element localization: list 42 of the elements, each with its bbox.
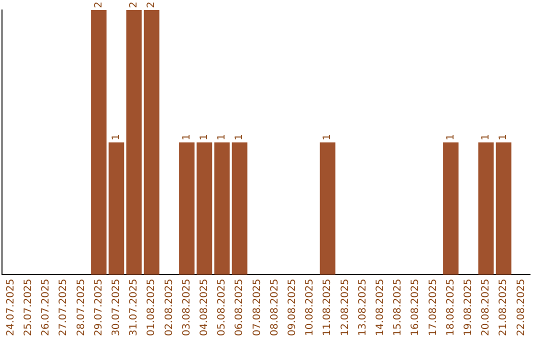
x-tick-label: 20.08.2025	[480, 278, 492, 336]
x-tick-label: 02.08.2025	[164, 278, 175, 336]
x-tick-label: 28.07.2025	[76, 278, 87, 336]
x-tick-label: 06.08.2025	[234, 278, 246, 336]
x-tick-label: 29.07.2025	[93, 278, 104, 336]
data-label: 2	[128, 2, 140, 8]
x-tick-label: 08.08.2025	[269, 278, 280, 336]
data-label: 1	[498, 134, 510, 140]
x-tick-label: 04.08.2025	[198, 278, 210, 336]
x-tick-label: 01.08.2025	[146, 278, 158, 336]
data-label: 1	[216, 134, 228, 140]
x-tick-label: 15.08.2025	[392, 278, 404, 336]
x-tick-label: 30.07.2025	[110, 278, 122, 336]
x-tick-label: 27.07.2025	[58, 278, 70, 336]
x-tick-label: 11.08.2025	[322, 278, 334, 336]
data-label: 1	[198, 134, 210, 140]
x-tick-label: 22.08.2025	[516, 278, 527, 336]
x-tick-label: 17.08.2025	[428, 278, 439, 336]
data-label: 1	[480, 134, 492, 140]
x-tick-label: 18.08.2025	[445, 278, 456, 336]
data-label: 1	[181, 134, 192, 140]
x-tick-label: 05.08.2025	[216, 278, 228, 336]
data-label: 1	[322, 134, 334, 140]
x-tick-label: 03.08.2025	[181, 278, 192, 336]
x-tick-label: 21.08.2025	[498, 278, 510, 336]
x-tick-label: 25.07.2025	[22, 278, 34, 336]
x-tick-label: 19.08.2025	[462, 278, 474, 336]
x-tick-label: 14.08.2025	[374, 278, 386, 336]
x-tick-label: 09.08.2025	[286, 278, 298, 336]
data-label: 2	[146, 2, 158, 8]
x-tick-label: 07.08.2025	[252, 278, 263, 336]
data-label: 1	[445, 134, 456, 140]
data-label: 1	[110, 134, 122, 140]
data-label: 1	[234, 134, 246, 140]
x-tick-label: 16.08.2025	[410, 278, 422, 336]
x-tick-label: 24.07.2025	[5, 278, 16, 336]
x-tick-label: 31.07.2025	[128, 278, 140, 336]
x-tick-label: 26.07.2025	[40, 278, 52, 336]
x-tick-label: 10.08.2025	[304, 278, 316, 336]
x-tick-label: 12.08.2025	[340, 278, 351, 336]
x-tick-label: 13.08.2025	[357, 278, 368, 336]
data-label: 2	[93, 2, 104, 8]
